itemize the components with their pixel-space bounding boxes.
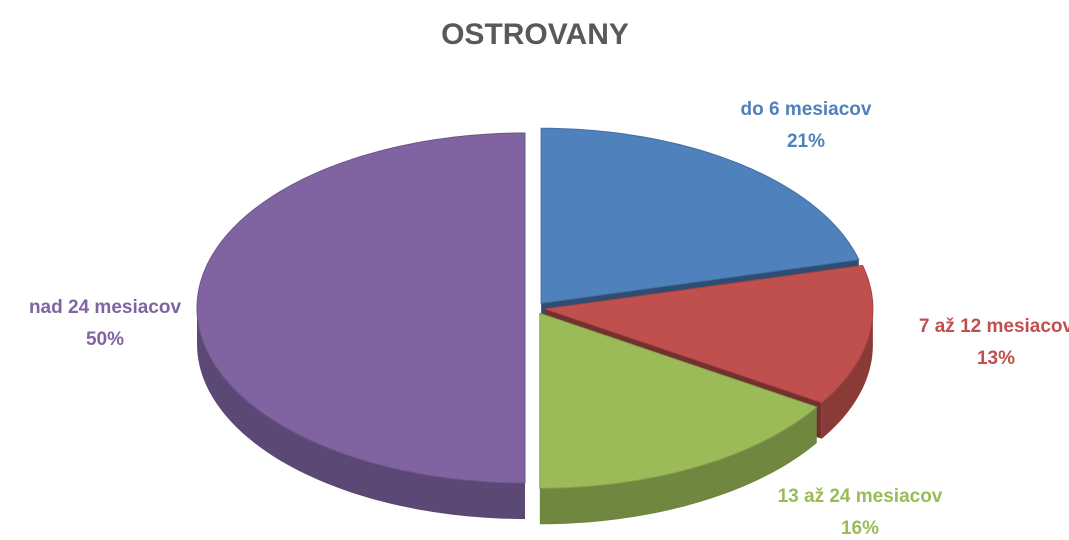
- slice: [544, 264, 874, 404]
- slice: [540, 127, 860, 304]
- chart-title: OSTROVANY: [441, 18, 629, 51]
- slice-label: do 6 mesiacov: [741, 99, 872, 120]
- slice-label: 7 až 12 mesiacov: [919, 316, 1069, 337]
- slice-value-label: 13%: [977, 348, 1015, 369]
- slice: [196, 132, 526, 484]
- slice-label: nad 24 mesiacov: [29, 297, 182, 318]
- slice-side: [821, 308, 873, 439]
- slice-side: [539, 407, 817, 525]
- slice-value-label: 50%: [86, 329, 124, 350]
- slice: [539, 312, 818, 489]
- slice-value-label: 16%: [841, 518, 879, 539]
- slice-value-label: 21%: [787, 131, 825, 152]
- slice-label: 13 až 24 mesiacov: [778, 486, 943, 507]
